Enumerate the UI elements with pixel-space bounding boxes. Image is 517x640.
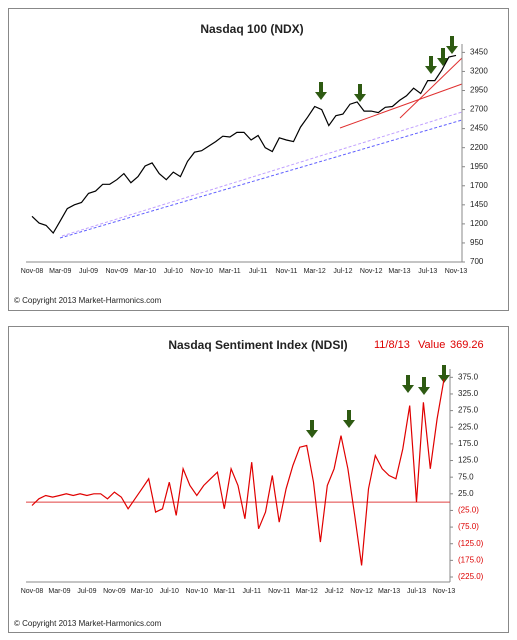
- x-tick-label: Nov-11: [268, 588, 290, 595]
- y-tick-label: 1200: [470, 219, 488, 228]
- y-tick-label: (25.0): [458, 506, 479, 515]
- x-tick-label: Nov-13: [433, 588, 456, 595]
- y-tick-label: 1450: [470, 200, 488, 209]
- x-tick-label: Nov-09: [103, 588, 126, 595]
- x-tick-label: Jul-12: [333, 268, 352, 275]
- x-tick-label: Jul-13: [407, 588, 426, 595]
- x-tick-label: Jul-12: [325, 588, 344, 595]
- x-tick-label: Mar-12: [296, 588, 318, 595]
- line: [31, 379, 445, 566]
- y-tick-label: 125.0: [458, 456, 479, 465]
- y-tick-label: 3200: [470, 67, 488, 76]
- y-tick-label: (125.0): [458, 539, 484, 548]
- x-tick-label: Mar-13: [388, 268, 410, 275]
- y-tick-label: (75.0): [458, 522, 479, 531]
- x-tick-label: Nov-10: [186, 588, 209, 595]
- date: 11/8/13: [374, 339, 410, 351]
- x-tick-label: Jul-09: [79, 268, 98, 275]
- copyright: © Copyright 2013 Market-Harmonics.com: [14, 296, 162, 305]
- x-tick-label: Nov-13: [445, 268, 468, 275]
- x-tick-label: Nov-08: [21, 268, 44, 275]
- x-tick-label: Jul-13: [418, 268, 437, 275]
- value-name: Value: [418, 339, 445, 351]
- y-tick-label: 2950: [470, 86, 488, 95]
- y-tick-label: 25.0: [458, 489, 474, 498]
- trend-lines: [59, 57, 463, 239]
- x-tick-label: Mar-13: [378, 588, 400, 595]
- value-text: 369.26: [450, 339, 484, 351]
- x-tick-label: Jul-10: [164, 268, 183, 275]
- line: [31, 54, 457, 234]
- y-tick-label: 950: [470, 238, 484, 247]
- x-tick-label: Jul-11: [249, 268, 268, 275]
- y-tick-label: 325.0: [458, 389, 479, 398]
- x-tick-label: Mar-09: [48, 588, 70, 595]
- x-tick-label: Nov-11: [275, 268, 297, 275]
- x-tick-label: Jul-11: [242, 588, 261, 595]
- y-tick-label: 225.0: [458, 422, 479, 431]
- y-tick-label: (175.0): [458, 555, 484, 564]
- chart-title: Nasdaq Sentiment Index (NDSI): [168, 338, 347, 352]
- panel: [8, 8, 509, 311]
- x-tick-label: Nov-10: [190, 268, 213, 275]
- x-tick-label: Nov-12: [350, 588, 373, 595]
- y-tick-label: 375.0: [458, 372, 479, 381]
- y-tick-label: (225.0): [458, 572, 484, 581]
- y-tick-label: 1950: [470, 162, 488, 171]
- panel: [8, 326, 509, 633]
- y-tick-label: 2450: [470, 124, 488, 133]
- x-tick-label: Nov-12: [360, 268, 383, 275]
- x-tick-label: Mar-11: [213, 588, 235, 595]
- x-tick-label: Nov-08: [21, 588, 44, 595]
- y-tick-label: 75.0: [458, 472, 474, 481]
- chart-title: Nasdaq 100 (NDX): [200, 22, 303, 36]
- arrows: [306, 36, 458, 438]
- x-tick-label: Mar-10: [131, 588, 153, 595]
- y-tick-label: 3450: [470, 47, 488, 56]
- y-tick-label: 2700: [470, 105, 488, 114]
- x-tick-label: Jul-10: [160, 588, 179, 595]
- x-tick-label: Mar-11: [219, 268, 241, 275]
- x-tick-label: Mar-09: [49, 268, 71, 275]
- y-tick-label: 700: [470, 257, 484, 266]
- y-tick-label: 275.0: [458, 406, 479, 415]
- x-tick-label: Mar-12: [304, 268, 326, 275]
- y-tick-label: 175.0: [458, 439, 479, 448]
- x-tick-label: Mar-10: [134, 268, 156, 275]
- y-tick-label: 2200: [470, 143, 488, 152]
- x-tick-label: Nov-09: [106, 268, 129, 275]
- y-tick-label: 1700: [470, 181, 488, 190]
- copyright: © Copyright 2013 Market-Harmonics.com: [14, 619, 162, 628]
- x-tick-label: Jul-09: [77, 588, 96, 595]
